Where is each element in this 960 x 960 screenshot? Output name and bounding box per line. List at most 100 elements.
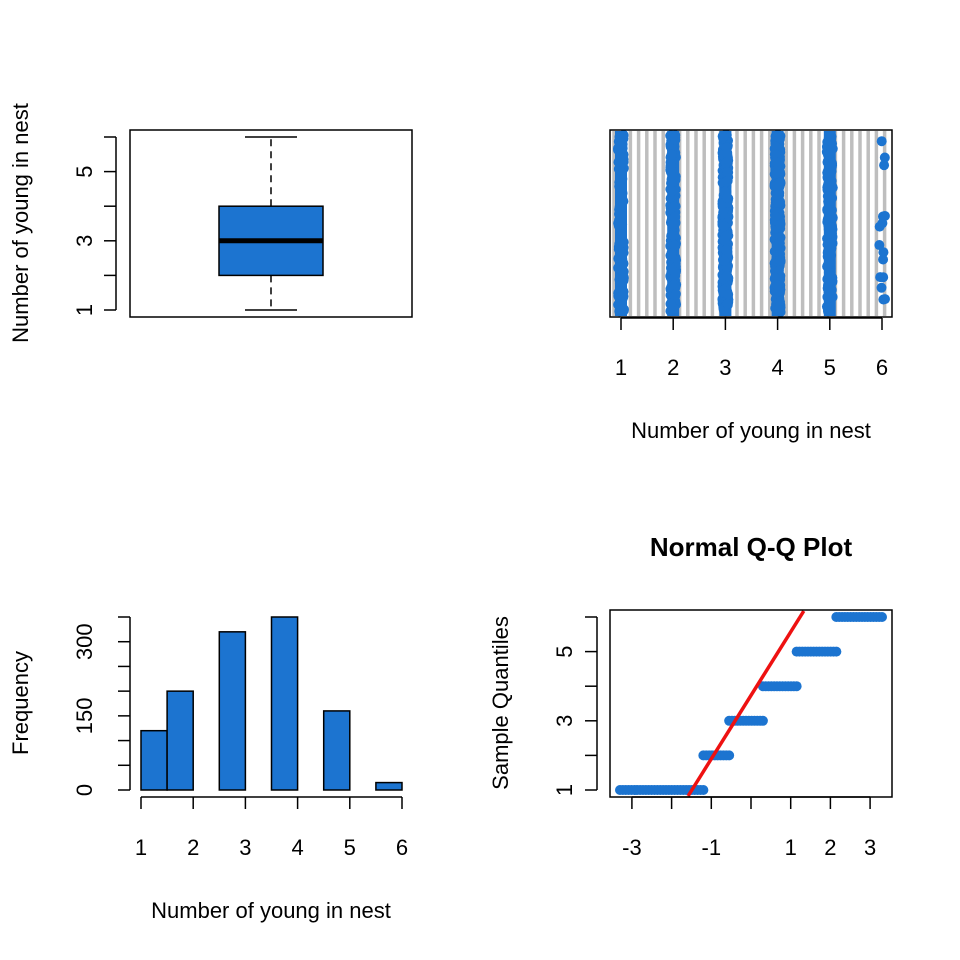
qq-step-4: [757, 681, 802, 692]
strip-column-5: [821, 131, 838, 317]
strip-point: [665, 298, 676, 309]
strip-point: [874, 221, 885, 232]
strip-point: [879, 152, 890, 163]
boxplot-y-axis-title: Number of young in nest: [8, 103, 33, 343]
qq-panel: Normal Q-Q Plot -3 -1 1 2 3 1 3 5 Sample Quant…: [488, 532, 893, 860]
x-tick-label: 6: [396, 835, 408, 860]
strip-point: [616, 167, 627, 178]
strip-point: [772, 280, 783, 291]
stripchart-grid: [612, 131, 887, 316]
qq-frame: [609, 609, 893, 798]
strip-point: [822, 191, 833, 202]
strip-point: [722, 270, 733, 281]
strip-point: [722, 147, 733, 158]
x-tick-label: 4: [291, 835, 303, 860]
qq-title: Normal Q-Q Plot: [650, 532, 853, 562]
qq-y-axis: 1 3 5: [552, 616, 598, 796]
strip-point: [617, 249, 628, 260]
x-tick-label: 4: [771, 355, 783, 380]
strip-point: [823, 181, 834, 192]
boxplot-frame: [129, 129, 413, 318]
strip-point: [772, 180, 783, 191]
x-tick-label: 5: [344, 835, 356, 860]
stripchart-x-axis: 1 2 3 4 5 6: [615, 317, 888, 380]
strip-point: [774, 238, 785, 249]
strip-point: [666, 186, 677, 197]
qq-y-axis-title: Sample Quantiles: [488, 616, 513, 790]
y-tick-label: 0: [72, 784, 97, 796]
strip-point: [719, 221, 730, 232]
qq-step-3: [724, 715, 768, 726]
strip-point: [773, 304, 784, 315]
strip-point: [667, 264, 678, 275]
strip-point: [878, 272, 889, 283]
strip-point: [615, 305, 626, 316]
strip-point: [826, 243, 837, 254]
strip-point: [618, 258, 629, 269]
stripchart-frame: [609, 129, 893, 318]
strip-point: [616, 192, 627, 203]
strip-point: [874, 240, 885, 251]
qq-step-6: [831, 612, 887, 622]
x-tick-label: 3: [719, 355, 731, 380]
strip-point: [823, 306, 834, 317]
strip-point: [668, 201, 679, 212]
histogram-bar: [166, 690, 194, 791]
x-tick-label: 2: [667, 355, 679, 380]
strip-point: [670, 132, 681, 143]
x-tick-label: 3: [239, 835, 251, 860]
y-tick-label: 3: [72, 235, 97, 247]
strip-point: [723, 155, 734, 166]
qq-point: [877, 612, 887, 622]
strip-point: [666, 149, 677, 160]
x-tick-label: -1: [702, 835, 722, 860]
stripchart-panel: 1 2 3 4 5 6 Number of young in nest: [609, 129, 893, 443]
histogram-bar: [140, 729, 168, 791]
strip-point: [615, 200, 626, 211]
y-tick-label: 3: [552, 715, 577, 727]
strip-point: [770, 156, 781, 167]
strip-point: [666, 178, 677, 189]
y-tick-label: 1: [552, 784, 577, 796]
histogram-x-axis-title: Number of young in nest: [151, 898, 391, 923]
histogram-bars: [140, 616, 403, 791]
qq-x-axis: -3 -1 1 2 3: [622, 796, 876, 860]
strip-point: [770, 272, 781, 283]
strip-point: [617, 291, 628, 302]
strip-point: [775, 219, 786, 230]
x-tick-label: 3: [864, 835, 876, 860]
qq-point: [791, 681, 802, 692]
y-tick-label: 150: [72, 697, 97, 734]
histogram-bar: [218, 631, 247, 791]
strip-point: [613, 220, 624, 231]
histogram-y-axis-title: Frequency: [8, 651, 33, 755]
strip-point: [669, 291, 680, 302]
strip-point: [826, 131, 837, 142]
strip-point: [876, 136, 887, 147]
qq-step-5: [791, 646, 842, 657]
strip-point: [719, 255, 730, 266]
boxplot-marks: [218, 136, 324, 311]
strip-point: [618, 237, 629, 248]
strip-point: [822, 282, 833, 293]
qq-point: [698, 785, 709, 795]
strip-point: [771, 190, 782, 201]
histogram-x-axis: 1 2 3 4 5 6: [135, 796, 408, 860]
x-tick-label: 6: [876, 355, 888, 380]
strip-point: [665, 162, 676, 173]
strip-point: [668, 231, 679, 242]
strip-point: [616, 229, 627, 240]
boxplot-y-axis: 1 3 5: [72, 136, 117, 316]
y-tick-label: 5: [552, 645, 577, 657]
strip-point: [722, 298, 733, 309]
strip-point: [826, 250, 837, 261]
qq-reference-line: [686, 610, 806, 797]
strip-point: [614, 140, 625, 151]
strip-column-6: [874, 136, 890, 305]
strip-point: [669, 240, 680, 251]
strip-column-3: [717, 130, 734, 317]
strip-point: [878, 254, 889, 265]
strip-point: [774, 296, 785, 307]
x-tick-label: 5: [824, 355, 836, 380]
